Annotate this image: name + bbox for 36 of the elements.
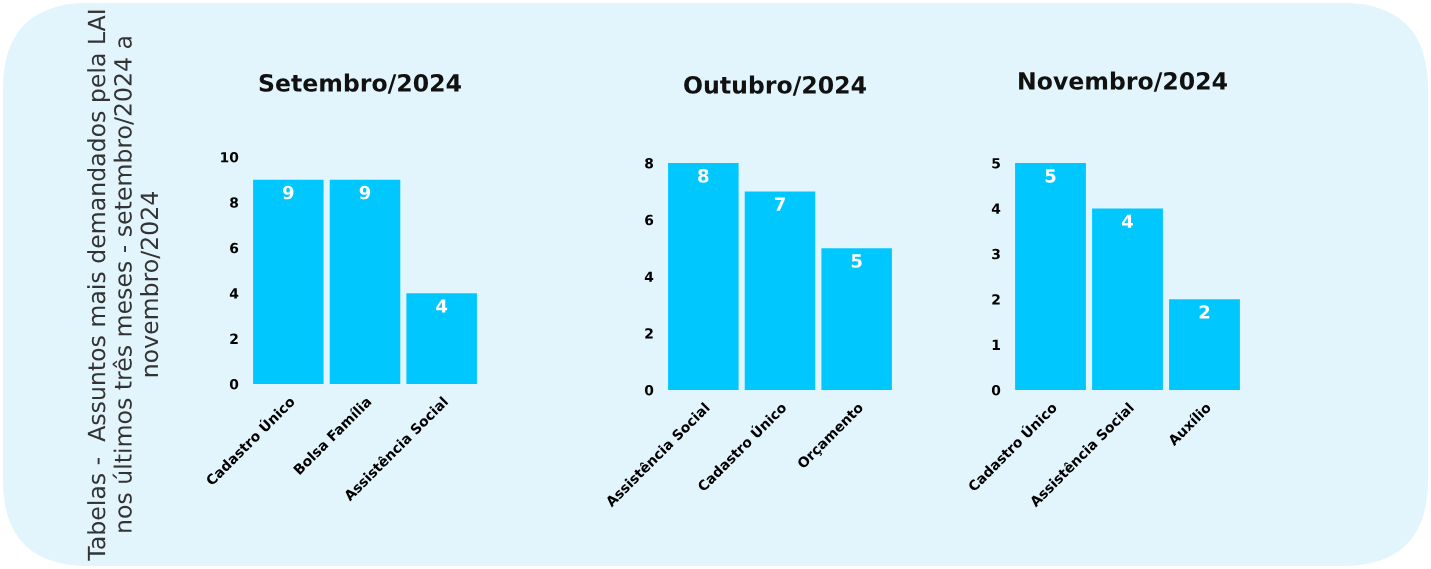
y-tick-label: 6 [230, 242, 239, 254]
data-label: 8 [698, 168, 709, 183]
data-label: 4 [1122, 214, 1133, 228]
y-tick-label: 5 [992, 158, 1000, 169]
bar [744, 191, 816, 390]
y-tick-label: 0 [991, 384, 1001, 396]
data-label: 5 [851, 254, 862, 268]
bar [821, 248, 892, 390]
chart-title: Setembro/2024 [259, 73, 461, 94]
y-tick-label: 0 [229, 378, 239, 390]
text: Tabelas - Assuntos mais demandados pela LAI nos últimos três meses - setembro/2024 a novembro/2024 [87, 10, 161, 561]
chart-title: Outubro/2024 [684, 75, 866, 96]
data-label: 9 [359, 185, 371, 200]
data-label: 9 [282, 185, 294, 200]
y-tick-label: 2 [230, 333, 238, 344]
data-label: 4 [436, 299, 448, 313]
data-label: 5 [1045, 169, 1056, 183]
data-label: 2 [1199, 305, 1210, 319]
y-tick-label: 10 [221, 151, 239, 163]
y-tick-label: 8 [230, 197, 239, 208]
bar [1015, 163, 1086, 390]
y-tick-label: 0 [644, 384, 654, 396]
y-tick-label: 2 [645, 328, 653, 339]
y-tick-label: 4 [644, 271, 654, 282]
chart-title: Novembro/2024 [1019, 71, 1227, 92]
y-tick-label: 4 [229, 288, 239, 299]
y-tick-label: 8 [645, 157, 654, 169]
y-tick-label: 6 [645, 214, 654, 226]
bar [668, 163, 739, 390]
bar [1092, 208, 1163, 390]
data-label: 7 [774, 197, 785, 211]
y-tick-label: 4 [991, 203, 1001, 214]
y-tick-label: 3 [992, 248, 1000, 260]
bar [1169, 299, 1240, 390]
y-tick-label: 2 [992, 294, 1000, 305]
y-tick-label: 1 [992, 339, 1000, 350]
